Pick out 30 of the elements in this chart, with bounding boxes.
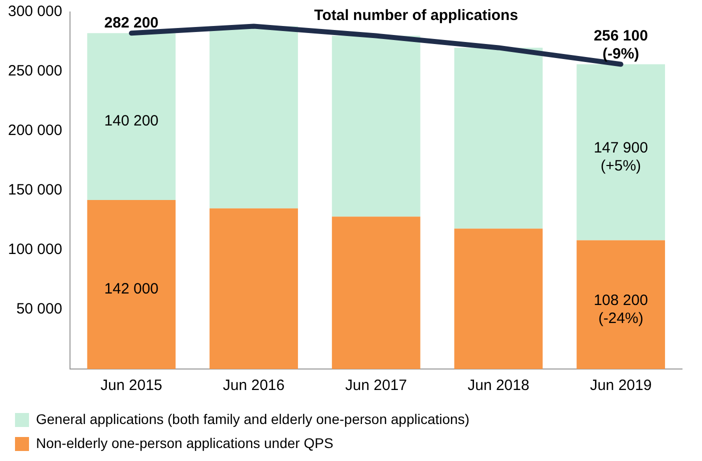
bar — [332, 216, 420, 369]
data-label: 256 100 (-9%) — [594, 27, 648, 62]
y-tick-label: 200 000 — [8, 122, 62, 140]
y-tick-label: 250 000 — [8, 62, 62, 80]
bar — [210, 208, 298, 369]
data-label: 108 200 (-24%) — [594, 292, 648, 327]
legend-label: General applications (both family and elderly one-person applications) — [36, 410, 470, 427]
bar — [87, 200, 176, 369]
bar — [576, 240, 666, 369]
y-tick-label: 150 000 — [8, 182, 62, 199]
data-label: 282 200 — [104, 14, 159, 32]
y-tick-label: 100 000 — [8, 241, 62, 258]
data-label: 140 200 — [104, 112, 159, 130]
y-tick-label: 50 000 — [16, 300, 62, 318]
bar — [454, 48, 543, 229]
x-tick-label: Jun 2017 — [345, 377, 407, 394]
series-label: Total number of applications — [314, 6, 518, 24]
bar — [87, 33, 176, 200]
bar — [210, 26, 298, 208]
bar — [576, 64, 666, 240]
bar — [454, 228, 543, 369]
legend-label: Non-elderly one-person applications under QPS — [36, 434, 334, 451]
x-tick-label: Jun 2015 — [100, 377, 162, 394]
x-tick-label: Jun 2019 — [590, 377, 652, 394]
bar — [332, 36, 420, 217]
x-tick-label: Jun 2016 — [222, 377, 285, 394]
x-tick-label: Jun 2018 — [468, 377, 530, 394]
data-label: 147 900 (+5%) — [594, 139, 648, 174]
data-label: 142 000 — [104, 280, 159, 298]
y-tick-label: 300 000 — [8, 3, 62, 20]
